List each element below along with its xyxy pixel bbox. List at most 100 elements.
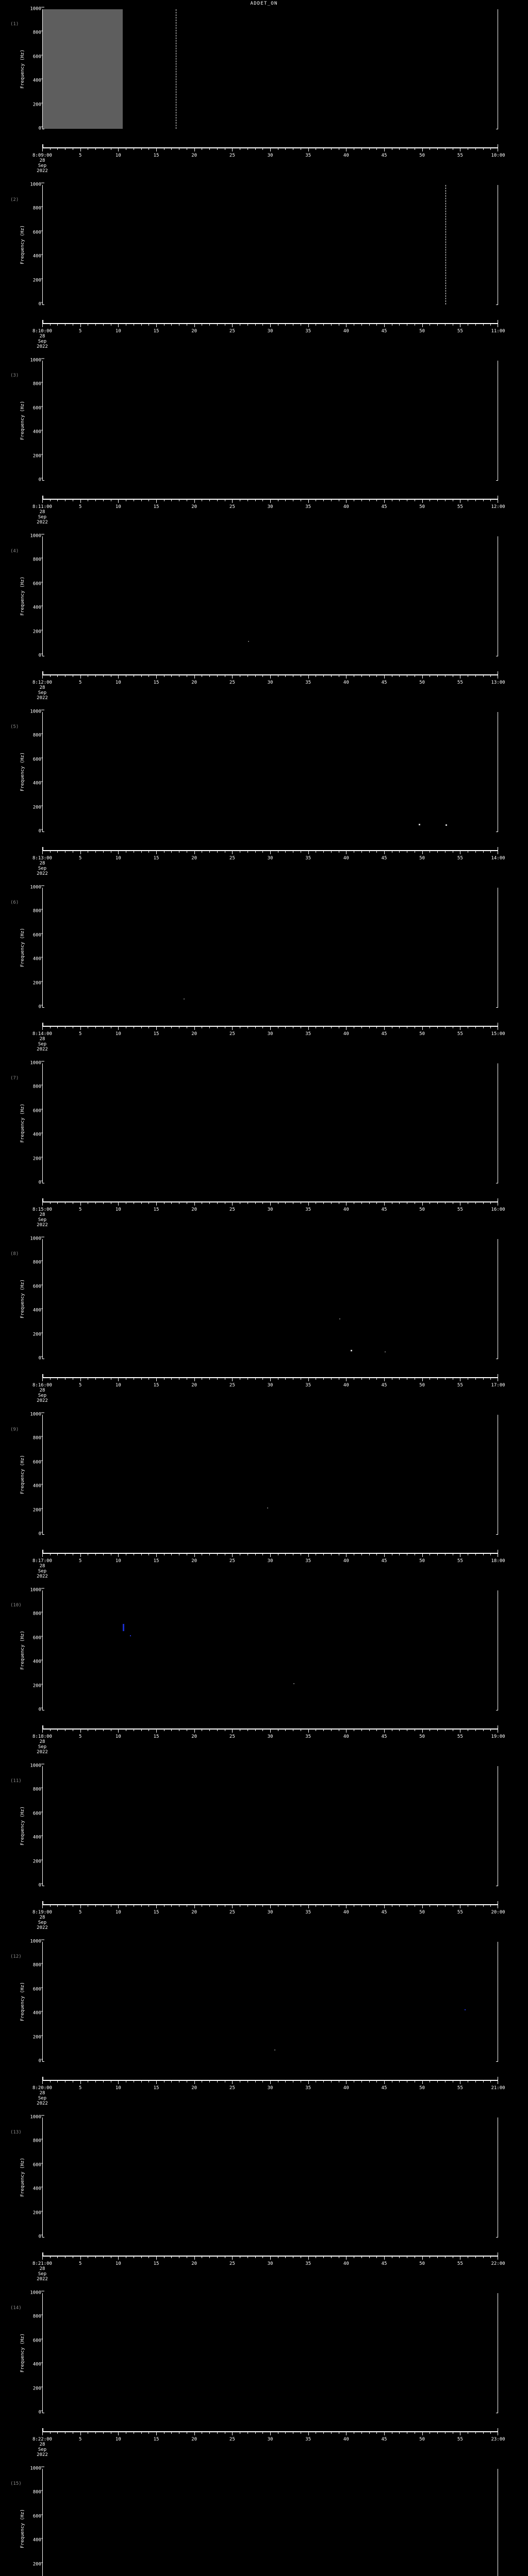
x-minor-tick (444, 1201, 446, 1204)
panel-13[interactable]: Frequency (Hz) 1000 800 600 400 200 0 (13) 5 10 15… (0, 2108, 528, 2284)
x-major-tick (118, 1026, 119, 1030)
plot-area[interactable] (42, 185, 498, 304)
y-tick-label: 200 (33, 630, 44, 634)
panel-12[interactable]: Frequency (Hz) 1000 800 600 400 200 0 (12) 5 10 15… (0, 1933, 528, 2108)
x-minor-tick (95, 1377, 96, 1380)
x-minor-tick (262, 2431, 263, 2434)
x-minor-tick (262, 1026, 263, 1028)
x-tick-label: 10 (115, 1558, 121, 1564)
panel-8[interactable]: Frequency (Hz) 1000 800 600 400 200 0 (8) 5 10 15 2… (0, 1230, 528, 1405)
y-axis: Frequency (Hz) 1000 800 600 400 200 0 (0, 1061, 44, 1185)
panel-11[interactable]: Frequency (Hz) 1000 800 600 400 200 0 (11) 5 10 15… (0, 1757, 528, 1933)
panel-14[interactable]: Frequency (Hz) 1000 800 600 400 200 0 (14) 5 10 15… (0, 2284, 528, 2460)
x-minor-tick (475, 1026, 476, 1028)
panel-5[interactable]: Frequency (Hz) 1000 800 600 400 200 0 (5) 5 10 15 2… (0, 703, 528, 878)
plot-area[interactable] (42, 536, 498, 656)
x-major-tick (118, 323, 119, 327)
x-axis: 5 10 15 20 25 30 35 40 45 50 55 17:00 8:16:00 28 Sep 20… (32, 1374, 505, 1403)
x-minor-tick (148, 674, 150, 677)
x-axis-end-cap (42, 1374, 43, 1378)
plot-area[interactable] (42, 712, 498, 832)
x-major-tick (308, 2431, 309, 2435)
panel-2[interactable]: Frequency (Hz) 1000 800 600 400 200 0 (2) 5 10 15 2… (0, 176, 528, 351)
plot-area[interactable] (42, 1063, 498, 1183)
plot-area[interactable] (42, 2469, 498, 2576)
x-major-tick (270, 1904, 271, 1908)
x-minor-tick (437, 1904, 438, 1907)
plot-area[interactable] (42, 1590, 498, 1710)
plot-area[interactable] (42, 9, 498, 129)
x-minor-tick (437, 1377, 438, 1380)
plot-area[interactable] (42, 2293, 498, 2413)
x-minor-tick (475, 674, 476, 677)
x-minor-tick (490, 147, 491, 150)
x-major-tick (308, 2080, 309, 2084)
x-tick-label: 55 (457, 2086, 463, 2091)
plot-area[interactable] (42, 1766, 498, 1886)
x-tick-label: 25 (229, 856, 235, 861)
x-major-tick (384, 2080, 385, 2084)
y-axis-label: Frequency (Hz) (20, 928, 25, 967)
x-tick-label: 50 (419, 504, 425, 510)
x-major-tick (42, 1728, 43, 1733)
y-minor-tick (496, 480, 498, 481)
x-tick-label: 10 (115, 856, 121, 861)
y-axis: Frequency (Hz) 1000 800 600 400 200 0 (0, 2291, 44, 2415)
date-day: 28 (39, 1388, 45, 1393)
x-tick-label: 15 (153, 1734, 159, 1739)
x-minor-tick (323, 674, 324, 677)
panel-1[interactable]: Frequency (Hz) 1000 800 600 400 200 0 (1) 5 10 15 2… (0, 0, 528, 176)
x-minor-tick (141, 1201, 142, 1204)
x-minor-tick (141, 2431, 142, 2434)
x-major-tick (194, 147, 195, 151)
x-tick-label: 55 (457, 680, 463, 685)
plot-area[interactable] (42, 2117, 498, 2237)
x-tick-label: 15 (153, 1383, 159, 1388)
x-axis-end-cap (42, 1901, 43, 1905)
x-major-tick (270, 323, 271, 327)
date-year: 2022 (37, 1750, 48, 1755)
x-minor-tick (444, 1377, 446, 1380)
plot-area[interactable] (42, 1942, 498, 2061)
y-tick-mark (41, 1764, 44, 1765)
x-major-tick (422, 1201, 423, 1206)
date-year: 2022 (37, 344, 48, 349)
x-minor-tick (285, 2080, 286, 2082)
y-axis: Frequency (Hz) 1000 800 600 400 200 0 (0, 182, 44, 307)
panel-9[interactable]: Frequency (Hz) 1000 800 600 400 200 0 (9) 5 10 15 2… (0, 1405, 528, 1581)
x-minor-tick (331, 323, 332, 326)
x-minor-tick (361, 499, 362, 501)
date-day: 28 (39, 2266, 45, 2272)
plot-area[interactable] (42, 1415, 498, 1534)
x-minor-tick (209, 674, 210, 677)
x-major-tick (156, 499, 157, 503)
x-minor-tick (483, 1728, 484, 1731)
x-tick-label: 20 (191, 680, 197, 685)
panel-7[interactable]: Frequency (Hz) 1000 800 600 400 200 0 (7) 5 10 15 2… (0, 1054, 528, 1230)
x-major-tick (384, 2431, 385, 2435)
x-tick-label: 5 (78, 504, 82, 510)
x-minor-tick (262, 674, 263, 677)
panel-15[interactable]: Frequency (Hz)10008006004002000(15)51015… (0, 2460, 528, 2576)
plot-area[interactable] (42, 888, 498, 1007)
x-minor-tick (444, 1904, 446, 1907)
x-minor-tick (262, 323, 263, 326)
x-major-tick (308, 499, 309, 503)
x-minor-tick (323, 1728, 324, 1731)
plot-area[interactable] (42, 1239, 498, 1359)
x-tick-label: 35 (305, 1558, 311, 1564)
x-major-tick (308, 1201, 309, 1206)
panel-10[interactable]: Frequency (Hz) 1000 800 600 400 200 0 (10) 5 10 15… (0, 1581, 528, 1757)
x-minor-tick (475, 323, 476, 326)
panel-6[interactable]: Frequency (Hz) 1000 800 600 400 200 0 (6) 5 10 15 2… (0, 878, 528, 1054)
x-minor-tick (285, 1904, 286, 1907)
y-axis: Frequency (Hz) 1000 800 600 400 200 0 (0, 1588, 44, 1712)
x-minor-tick (369, 674, 370, 677)
panel-4[interactable]: Frequency (Hz) 1000 800 600 400 200 0 (4) 5 10 15 2… (0, 527, 528, 703)
panel-3[interactable]: Frequency (Hz) 1000 800 600 400 200 0 (3) 5 10 15 2… (0, 351, 528, 527)
x-minor-tick (437, 147, 438, 150)
plot-area[interactable] (42, 361, 498, 480)
x-minor-tick (361, 1201, 362, 1204)
x-minor-tick (148, 1904, 150, 1907)
x-axis-end-time-label: 11:00 (491, 329, 505, 334)
